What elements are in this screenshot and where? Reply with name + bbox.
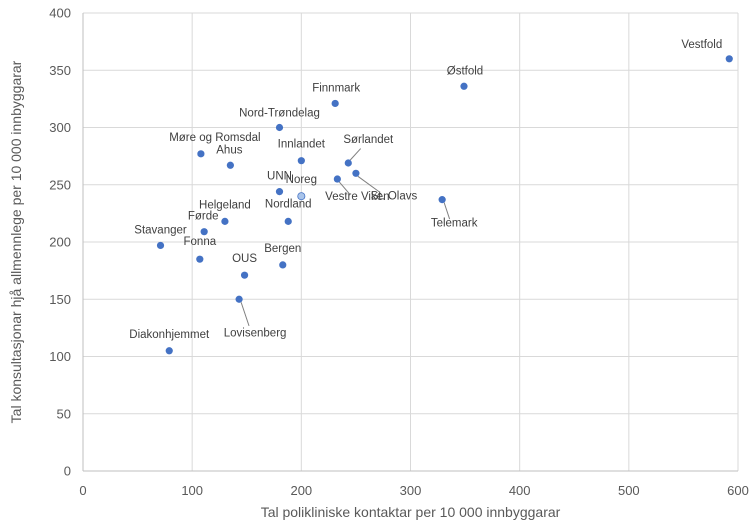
x-tick-label: 300: [400, 483, 422, 498]
data-label: Nordland: [265, 198, 312, 210]
gridlines: [83, 12, 739, 471]
y-tick-label: 50: [57, 406, 71, 421]
axes: [82, 13, 738, 472]
data-point: [297, 192, 306, 201]
x-tick-label: 100: [181, 483, 203, 498]
y-axis-title: Tal konsultasjonar hjå allmennlege per 1…: [8, 60, 24, 423]
y-tick-label: 100: [49, 349, 71, 364]
data-label: Fonna: [184, 236, 217, 248]
data-point: [226, 161, 234, 169]
data-label: Finnmark: [312, 82, 360, 94]
data-point: [235, 295, 243, 303]
data-point: [200, 228, 208, 236]
data-label: Helgeland: [199, 199, 251, 211]
y-tick-label: 0: [64, 464, 71, 479]
y-tick-label: 200: [49, 235, 71, 250]
x-axis-title: Tal polikliniske kontaktar per 10 000 in…: [261, 504, 561, 520]
y-tick-label: 300: [49, 120, 71, 135]
data-point: [297, 157, 305, 165]
data-label: Nord-Trøndelag: [239, 108, 320, 120]
data-label: St. Olavs: [371, 190, 418, 202]
x-tick-label: 200: [290, 483, 312, 498]
data-label: Vestfold: [681, 39, 722, 51]
data-point: [240, 271, 249, 279]
leader-lines: [240, 148, 451, 327]
x-tick-label: 400: [509, 483, 531, 498]
data-point: [279, 261, 287, 269]
data-label: Vestre Viken: [325, 191, 389, 203]
data-label: Ahus: [216, 144, 242, 156]
data-label: Noreg: [286, 174, 317, 186]
data-label: Lovisenberg: [224, 327, 287, 339]
data-point: [344, 159, 352, 167]
leader-line: [338, 181, 351, 195]
data-point: [352, 169, 360, 177]
data-point: [197, 150, 205, 158]
y-tick-label: 150: [49, 292, 71, 307]
data-point: [460, 82, 468, 90]
data-label: Diakonhjemmet: [129, 329, 210, 341]
data-point: [284, 217, 292, 225]
leader-line: [349, 148, 362, 161]
data-label: UNN: [267, 171, 292, 183]
data-label: Møre og Romsdal: [169, 132, 260, 144]
data-labels: Vestfold Østfold Finnmark Nord-Trøndelag Sør…: [129, 39, 722, 341]
data-points: [156, 55, 733, 355]
data-label: Østfold: [447, 65, 483, 77]
data-point: [725, 55, 733, 63]
data-label: Stavanger: [134, 224, 187, 236]
x-tick-label: 600: [727, 483, 749, 498]
data-label: Førde: [188, 211, 219, 223]
leader-line: [357, 175, 380, 193]
data-point: [333, 175, 341, 183]
data-label: Bergen: [264, 243, 301, 255]
leader-line: [240, 302, 250, 327]
data-point: [196, 255, 204, 263]
data-point: [165, 347, 173, 355]
data-label: Telemark: [431, 218, 478, 230]
tick-labels: 0 50 100 150 200 250 300 350 400 0 100 200 300 400 500…: [49, 6, 749, 499]
data-label: Innlandet: [278, 139, 326, 151]
data-point: [275, 123, 284, 132]
data-point: [156, 241, 165, 250]
data-point: [275, 188, 284, 196]
y-tick-label: 400: [49, 6, 71, 21]
data-point: [438, 196, 446, 204]
y-tick-label: 250: [49, 177, 71, 192]
leader-line: [443, 202, 451, 220]
data-label: Sørlandet: [343, 134, 394, 146]
x-tick-label: 500: [618, 483, 640, 498]
y-tick-label: 350: [49, 63, 71, 78]
data-point: [331, 99, 339, 108]
data-point: [221, 217, 229, 225]
data-label: OUS: [232, 253, 257, 265]
x-tick-label: 0: [79, 483, 86, 498]
